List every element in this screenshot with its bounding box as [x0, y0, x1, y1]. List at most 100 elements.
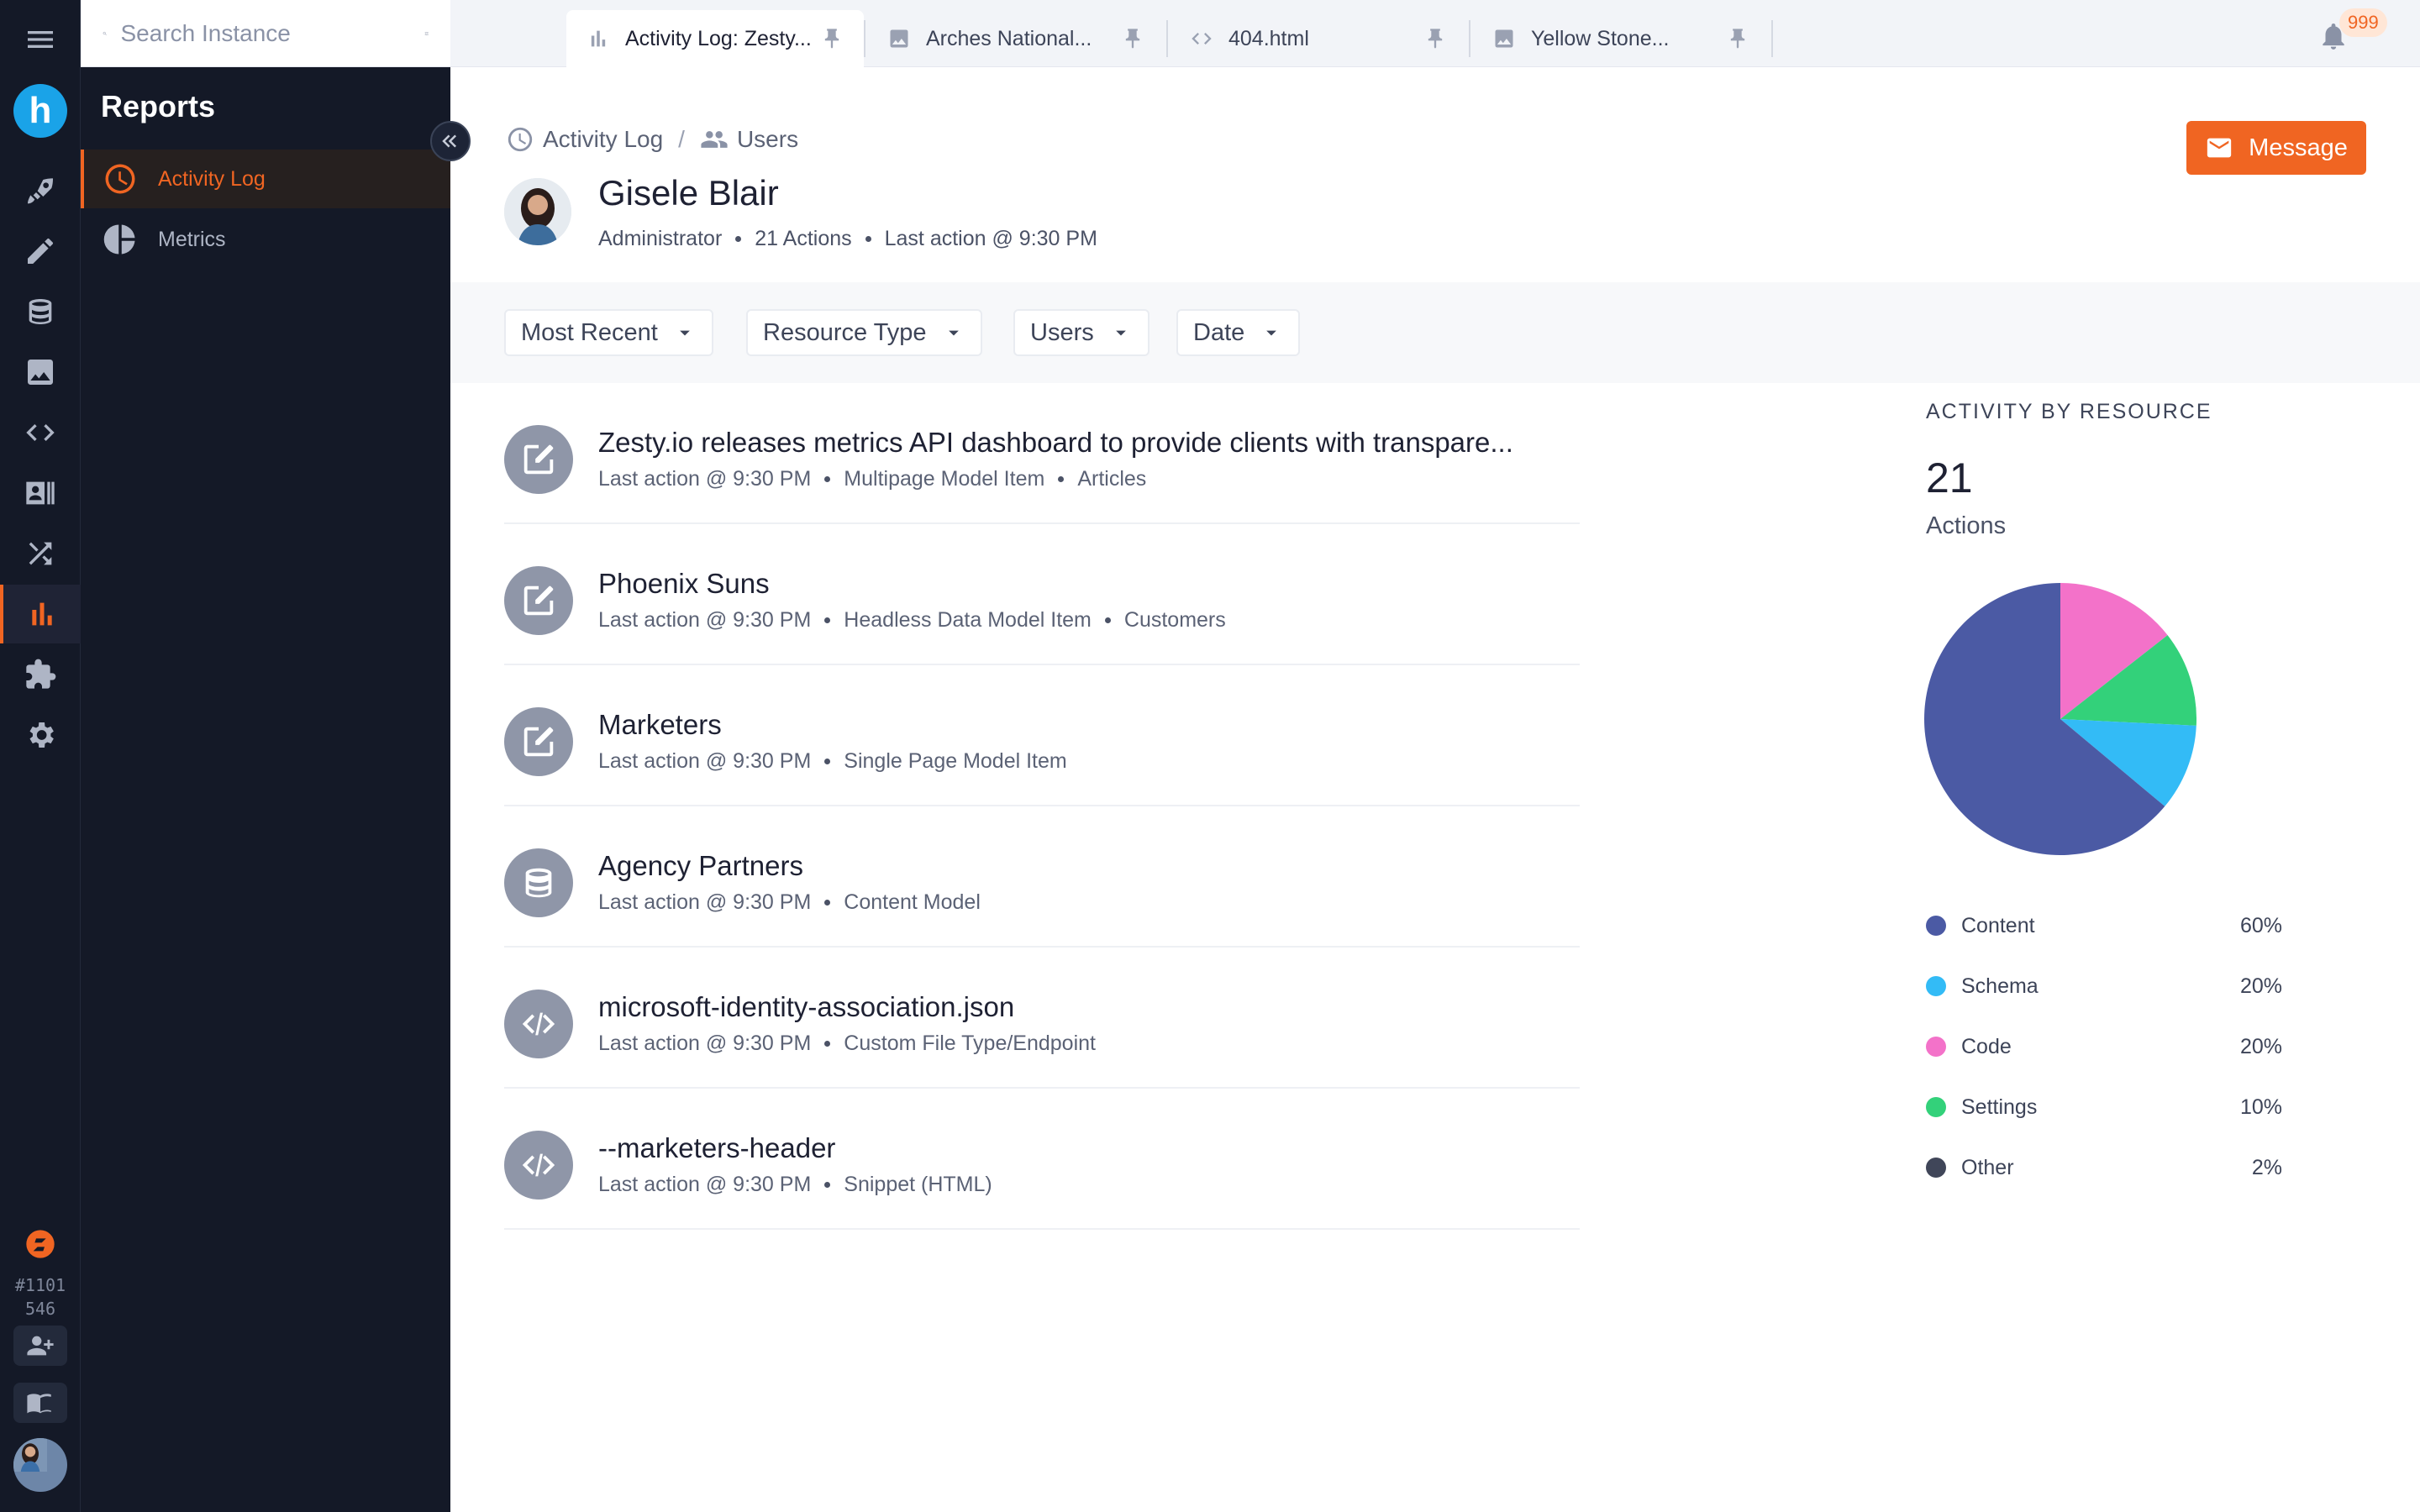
- rail-settings-button[interactable]: [0, 706, 81, 764]
- invite-user-button[interactable]: [13, 1326, 67, 1366]
- instance-id-line2: 546: [24, 1299, 56, 1319]
- menu-button[interactable]: [0, 10, 81, 69]
- tab-divider: [1469, 20, 1470, 57]
- current-user-avatar-image: [13, 1438, 47, 1472]
- rail-schema-button[interactable]: [0, 282, 81, 341]
- edit-icon: [523, 444, 554, 475]
- clock-icon: [508, 127, 533, 152]
- legend-swatch: [1926, 1037, 1946, 1057]
- pie-slice-schema: [2060, 719, 2196, 806]
- tab-divider: [864, 20, 865, 57]
- rail-code-button[interactable]: [0, 403, 81, 462]
- hamburger-menu-icon: [28, 31, 53, 48]
- search-icon: [103, 31, 107, 35]
- date-dropdown[interactable]: Date: [1176, 309, 1301, 356]
- caret-down-icon: [948, 330, 959, 336]
- filter-settings-icon[interactable]: [424, 18, 429, 49]
- message-button[interactable]: Message: [2186, 121, 2366, 175]
- database-icon: [29, 299, 52, 324]
- activity-type-badge: [504, 848, 573, 917]
- instance-logo[interactable]: h: [13, 84, 67, 138]
- sidebar-item-metrics[interactable]: Metrics: [81, 210, 450, 269]
- current-user-avatar[interactable]: [13, 1438, 67, 1492]
- tab-activity-log[interactable]: Activity Log: Zesty...: [566, 10, 864, 67]
- collapse-sidebar-button[interactable]: [430, 121, 471, 161]
- activity-meta: Last action @ 9:30 PM Snippet (HTML): [598, 1173, 992, 1197]
- pie-slice-code: [2060, 583, 2168, 719]
- activity-meta: Last action @ 9:30 PM Multipage Model It…: [598, 467, 1146, 491]
- activity-title[interactable]: microsoft-identity-association.json: [598, 991, 1015, 1022]
- bullet-separator: [1058, 476, 1065, 482]
- activity-row[interactable]: --marketers-header Last action @ 9:30 PM…: [504, 1089, 1580, 1230]
- user-avatar: [504, 178, 571, 245]
- activity-row[interactable]: Agency Partners Last action @ 9:30 PM Co…: [504, 806, 1580, 948]
- activity-type-badge: [504, 990, 573, 1058]
- image-icon: [28, 360, 53, 385]
- pie-slice-content: [1924, 583, 2165, 855]
- resource-type-dropdown[interactable]: Resource Type: [746, 309, 982, 356]
- docs-button[interactable]: [13, 1383, 67, 1423]
- activity-resource-type: Content Model: [844, 890, 981, 914]
- app-rail: h #1101 546: [0, 0, 81, 1512]
- bar-chart-icon: [591, 30, 606, 47]
- search-input[interactable]: [120, 19, 424, 47]
- breadcrumb-activity-log[interactable]: Activity Log: [543, 126, 664, 152]
- activity-total-unit: Actions: [1926, 512, 2007, 539]
- sidebar-item-activity-log[interactable]: Activity Log: [81, 150, 450, 208]
- activity-title[interactable]: Zesty.io releases metrics API dashboard …: [598, 427, 1513, 458]
- pie-slice-settings: [2060, 635, 2196, 726]
- activity-row[interactable]: Phoenix Suns Last action @ 9:30 PM Headl…: [504, 524, 1580, 665]
- tab-label: Activity Log: Zesty...: [625, 26, 812, 50]
- tab-yellow-stone[interactable]: Yellow Stone...: [1472, 10, 1770, 67]
- pin-icon[interactable]: [820, 27, 844, 50]
- pin-icon[interactable]: [1423, 27, 1447, 50]
- bullet-separator: [865, 236, 871, 242]
- rail-content-button[interactable]: [0, 222, 81, 281]
- breadcrumb-users[interactable]: Users: [736, 126, 799, 152]
- pencil-icon: [28, 238, 53, 264]
- zesty-logo-icon: [26, 1230, 55, 1258]
- activity-title[interactable]: --marketers-header: [598, 1132, 836, 1163]
- activity-resource-type: Custom File Type/Endpoint: [844, 1032, 1096, 1055]
- rocket-icon: [28, 178, 53, 204]
- add-user-icon: [27, 1336, 54, 1356]
- instance-search: [81, 0, 450, 67]
- sort-dropdown[interactable]: Most Recent: [504, 309, 713, 356]
- bullet-separator: [824, 476, 831, 482]
- activity-pie-chart: [1924, 583, 2196, 855]
- tab-arches-national[interactable]: Arches National...: [867, 10, 1165, 67]
- activity-title[interactable]: Marketers: [598, 709, 722, 740]
- notifications-bell-icon[interactable]: [2317, 20, 2349, 52]
- activity-title[interactable]: Phoenix Suns: [598, 568, 770, 599]
- activity-time: Last action @ 9:30 PM: [598, 608, 812, 632]
- activity-resource-type: Multipage Model Item: [844, 467, 1045, 491]
- activity-row[interactable]: microsoft-identity-association.json Last…: [504, 948, 1580, 1089]
- rail-redirects-button[interactable]: [0, 524, 81, 583]
- zesty-logo[interactable]: [0, 1215, 81, 1273]
- rail-reports-button[interactable]: [0, 585, 81, 643]
- users-icon: [701, 131, 728, 148]
- sidebar-item-label: Activity Log: [158, 166, 266, 191]
- users-dropdown[interactable]: Users: [1013, 309, 1150, 356]
- activity-type-badge: [504, 1131, 573, 1200]
- tab-404-html[interactable]: 404.html: [1170, 10, 1467, 67]
- pin-icon[interactable]: [1726, 27, 1749, 50]
- instance-id-line1: #1101: [14, 1275, 66, 1295]
- activity-model: Customers: [1123, 608, 1226, 632]
- legend-label: Content: [1961, 913, 2035, 937]
- filter-bar: Most Recent Resource Type Users Date: [450, 282, 2420, 383]
- activity-row[interactable]: Zesty.io releases metrics API dashboard …: [504, 383, 1580, 524]
- activity-resource-type: Snippet (HTML): [844, 1173, 992, 1196]
- activity-row[interactable]: Marketers Last action @ 9:30 PM Single P…: [504, 665, 1580, 806]
- image-icon: [890, 29, 908, 48]
- rail-media-button[interactable]: [0, 343, 81, 402]
- bullet-separator: [735, 236, 742, 242]
- bullet-separator: [824, 617, 831, 623]
- rail-apps-button[interactable]: [0, 645, 81, 704]
- rail-leads-button[interactable]: [0, 464, 81, 522]
- activity-title[interactable]: Agency Partners: [598, 850, 803, 881]
- rail-launch-button[interactable]: [0, 163, 81, 222]
- pin-icon[interactable]: [1121, 27, 1144, 50]
- instance-id: #1101 546: [0, 1273, 81, 1320]
- pie-chart-icon: [103, 224, 135, 255]
